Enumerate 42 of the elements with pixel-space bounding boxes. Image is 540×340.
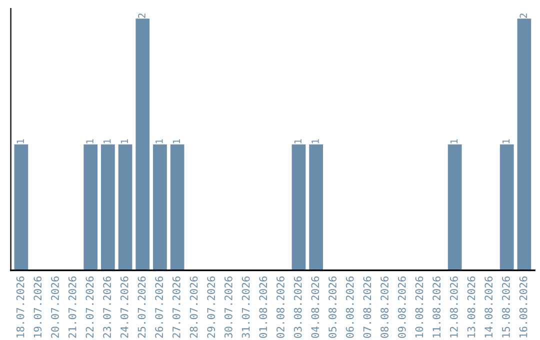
x-tick-label: 05.08.2026 [328,276,336,338]
data-label: 1 [450,139,458,144]
x-tick-label: 27.07.2026 [172,276,180,338]
data-label: 2 [520,14,527,18]
data-label: 1 [120,139,128,144]
x-tick-label: 29.07.2026 [207,276,216,338]
x-tick-label: 15.08.2026 [502,276,510,338]
x-tick-label: 04.08.2026 [311,276,320,338]
x-tick-label: 03.08.2026 [294,276,302,338]
x-tick-label: 26.07.2026 [155,276,164,338]
data-label: 1 [16,139,24,144]
x-tick-label: 21.07.2026 [68,276,76,338]
x-tick-label: 23.07.2026 [103,276,111,338]
x-tick-label: 10.08.2026 [415,276,424,338]
data-label: 1 [312,139,319,144]
x-tick-label: 06.08.2026 [346,276,354,338]
x-tick-label: 16.08.2026 [519,276,528,338]
x-tick-label: 01.08.2026 [259,276,268,338]
data-label: 1 [172,139,180,144]
data-label: 1 [294,139,302,144]
x-tick-label: 28.07.2026 [190,276,198,338]
x-tick-label: 09.08.2026 [398,276,406,338]
x-tick-label: 20.07.2026 [51,276,59,338]
x-tick-label: 14.08.2026 [484,276,493,338]
data-label: 1 [502,139,510,144]
data-label: 2 [138,14,146,18]
x-tick-label: 22.07.2026 [86,276,94,338]
x-tick-label: 11.08.2026 [432,276,441,338]
x-tick-label: 12.08.2026 [450,276,458,338]
x-tick-label: 13.08.2026 [467,276,476,338]
x-tick-label: 25.07.2026 [138,276,146,338]
x-tick-label: 08.08.2026 [380,276,388,338]
x-tick-label: 30.07.2026 [224,276,232,338]
x-tick-label: 31.07.2026 [242,276,250,338]
data-label: 1 [86,139,94,144]
x-tick-label: 07.08.2026 [363,276,372,338]
x-tick-label: 18.07.2026 [16,276,24,338]
x-tick-label: 02.08.2026 [276,276,284,338]
data-label: 1 [156,139,163,144]
x-tick-label: 19.07.2026 [34,276,42,338]
x-tick-label: 24.07.2026 [120,276,128,338]
data-label: 1 [104,139,111,144]
